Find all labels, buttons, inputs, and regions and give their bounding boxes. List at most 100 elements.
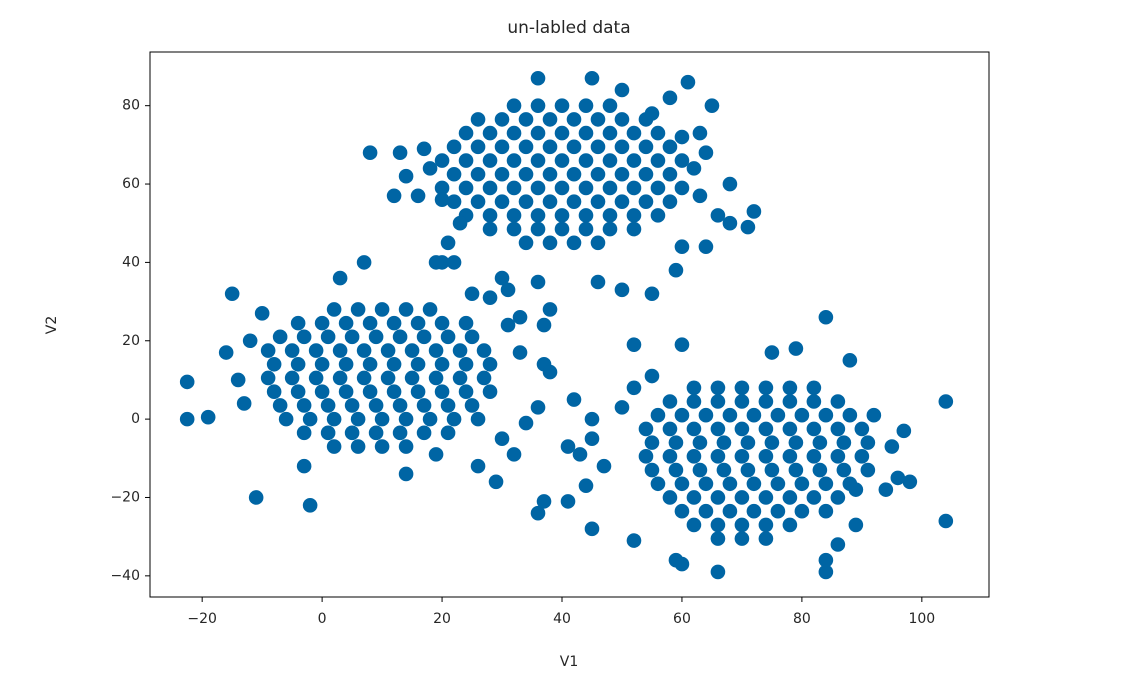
point <box>368 425 384 441</box>
point <box>710 531 726 546</box>
point <box>470 411 486 427</box>
point <box>344 425 360 441</box>
point <box>284 370 300 386</box>
point <box>650 476 666 492</box>
point <box>662 194 678 209</box>
point <box>638 449 654 464</box>
point <box>740 462 756 478</box>
point <box>662 139 678 155</box>
point <box>362 356 378 372</box>
point <box>416 329 432 345</box>
point <box>758 490 774 505</box>
point <box>770 503 786 519</box>
point <box>782 517 798 533</box>
point <box>692 462 708 478</box>
point <box>746 476 762 492</box>
plot-frame <box>149 51 990 598</box>
point <box>710 421 726 437</box>
x-tick-label: 100 <box>908 611 935 627</box>
point <box>398 411 414 427</box>
point <box>302 498 318 513</box>
point <box>314 384 330 399</box>
point <box>494 270 510 286</box>
point <box>530 180 546 196</box>
point <box>482 180 498 196</box>
point <box>764 462 780 478</box>
point <box>878 482 894 497</box>
point <box>506 153 522 168</box>
point <box>560 439 576 454</box>
point <box>452 343 468 358</box>
point <box>368 398 384 413</box>
point <box>458 125 474 141</box>
point <box>392 425 408 441</box>
point <box>662 490 678 505</box>
point <box>446 255 462 270</box>
point <box>674 337 690 352</box>
point <box>794 407 810 423</box>
point <box>584 431 600 447</box>
point <box>614 166 630 182</box>
point <box>698 476 714 492</box>
point <box>542 194 558 209</box>
point <box>758 517 774 533</box>
point <box>638 166 654 182</box>
point <box>434 384 450 399</box>
point <box>830 421 846 437</box>
point <box>758 380 774 396</box>
point <box>368 329 384 345</box>
point <box>398 439 414 454</box>
point <box>650 153 666 168</box>
point <box>320 329 336 345</box>
point <box>662 421 678 437</box>
point <box>566 139 582 155</box>
point <box>434 153 450 168</box>
point <box>590 112 606 127</box>
point <box>422 302 438 317</box>
point <box>782 394 798 409</box>
point <box>356 370 372 386</box>
point <box>380 370 396 386</box>
point <box>506 98 522 113</box>
point <box>440 398 456 413</box>
point <box>362 384 378 399</box>
point <box>638 139 654 155</box>
point <box>290 384 306 399</box>
point <box>602 180 618 196</box>
point <box>626 180 642 196</box>
point <box>698 145 714 160</box>
point <box>410 356 426 372</box>
point <box>818 564 834 580</box>
point <box>692 125 708 141</box>
chart-title: un-labled data <box>507 18 630 38</box>
point <box>272 329 288 345</box>
point <box>578 98 594 113</box>
point <box>710 564 726 580</box>
point <box>458 315 474 331</box>
point <box>482 125 498 141</box>
point <box>314 356 330 372</box>
point <box>818 407 834 423</box>
point <box>350 302 366 317</box>
point <box>458 153 474 168</box>
point <box>428 255 444 270</box>
point <box>860 435 876 450</box>
point <box>806 380 822 396</box>
point <box>674 129 690 145</box>
point <box>788 462 804 478</box>
point <box>830 449 846 464</box>
point <box>578 208 594 223</box>
point <box>506 208 522 223</box>
point <box>746 204 762 219</box>
point <box>452 215 468 231</box>
point <box>440 235 456 251</box>
point <box>644 286 660 302</box>
point <box>566 166 582 182</box>
point <box>602 98 618 113</box>
point <box>422 161 438 176</box>
point <box>494 166 510 182</box>
y-tick-label: −20 <box>110 489 140 505</box>
point <box>614 194 630 209</box>
point <box>554 153 570 168</box>
point <box>530 153 546 168</box>
